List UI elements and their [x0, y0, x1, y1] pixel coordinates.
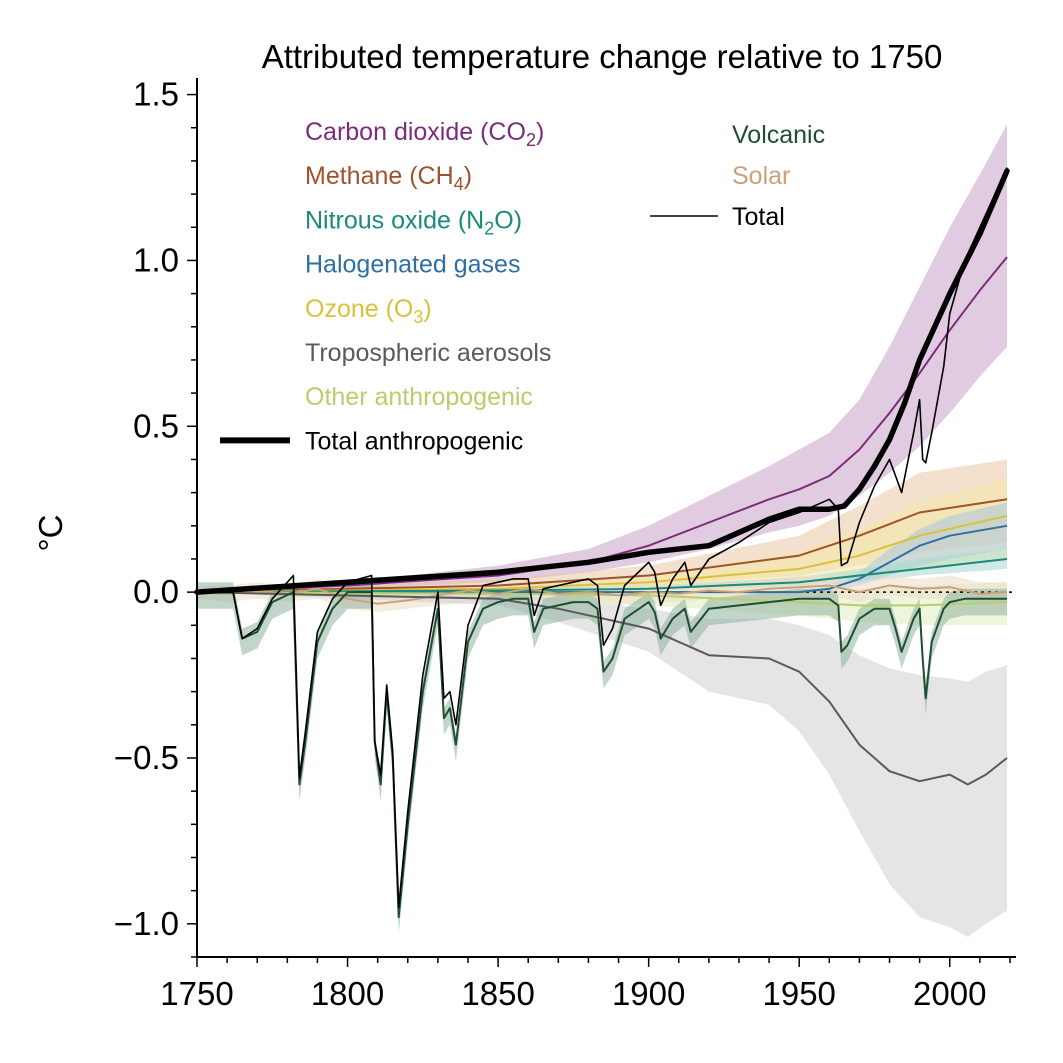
uncertainty-bands: [197, 124, 1007, 938]
total-line: [197, 167, 1008, 908]
legend-item-nitrous-oxide-n: Nitrous oxide (N2O): [305, 206, 522, 238]
legend-item-solar: Solar: [732, 162, 790, 190]
nitrous-oxide-n2o-line: [196, 558, 1008, 594]
ozone-o3-line: [196, 514, 1008, 594]
legend-item-ozone-o: Ozone (O3): [305, 295, 432, 327]
volcanic-line: [197, 591, 1007, 919]
legend-item-total: Total: [732, 203, 785, 231]
x-tick-label: 1850: [461, 975, 534, 1012]
x-tick-label: 1950: [762, 975, 835, 1012]
series-lines: [194, 167, 1016, 919]
y-tick-label: 0.5: [133, 407, 179, 444]
y-tick-label: −1.0: [114, 905, 179, 942]
halogenated-gases-line: [197, 524, 1008, 594]
legend-item-tropospheric-aerosols: Tropospheric aerosols: [305, 339, 551, 367]
x-tick-label: 1800: [311, 975, 384, 1012]
x-tick-label: 2000: [913, 975, 986, 1012]
methane-ch4-line: [196, 498, 1008, 594]
y-axis-label: °C: [32, 514, 69, 551]
legend-item-methane-ch: Methane (CH4): [305, 162, 472, 194]
chart-title: Attributed temperature change relative t…: [262, 38, 943, 75]
legend-item-total-anthropogenic: Total anthropogenic: [305, 427, 523, 455]
legend: Carbon dioxide (CO2) Methane (CH4) Nitrous…: [220, 118, 825, 455]
x-tick-label: 1750: [160, 975, 233, 1012]
y-tick-label: 1.0: [133, 241, 179, 278]
legend-item-other-anthropogenic: Other anthropogenic: [305, 383, 533, 411]
legend-item-volcanic: Volcanic: [732, 121, 825, 149]
y-tick-label: −0.5: [114, 739, 179, 776]
x-tick-label: 1900: [612, 975, 685, 1012]
solar-line: [196, 584, 1008, 605]
axes: −1.0 −0.5 0.0 0.5 1.0 1.5 1750 1800 1850 1900 1950…: [114, 76, 1016, 1012]
y-tick-label: 0.0: [133, 573, 179, 610]
y-tick-label: 1.5: [133, 76, 179, 113]
total-anthropogenic-line: [194, 168, 1010, 595]
legend-item-carbon-dioxide-co: Carbon dioxide (CO2): [305, 118, 544, 150]
tropospheric-aerosols-line: [196, 591, 1008, 786]
legend-item-halogenated-gases: Halogenated gases: [305, 251, 520, 279]
carbon-dioxide-co2-band: [197, 124, 1007, 593]
ozone-o3-band: [197, 479, 1007, 593]
